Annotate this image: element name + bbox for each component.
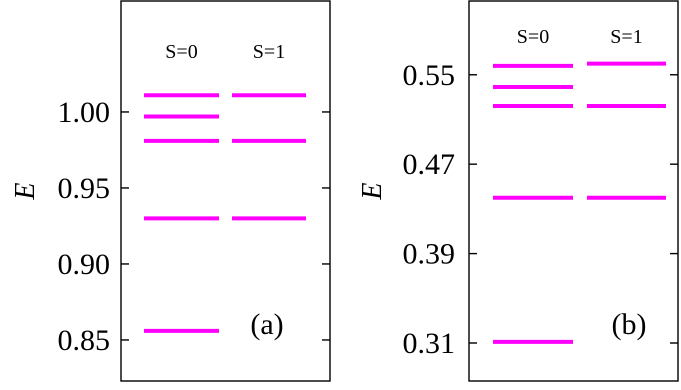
panel-a-column-label: S=0 <box>165 41 197 63</box>
panel-b-column-label: S=1 <box>610 26 642 48</box>
panel-a-ytick-label: 1.00 <box>58 96 111 129</box>
panel-a-column-label: S=1 <box>253 41 285 63</box>
panel-a-ytick-label: 0.85 <box>58 324 111 357</box>
panel-b-ytick-label: 0.47 <box>403 148 456 181</box>
panel-b-ytick-label: 0.55 <box>403 59 456 92</box>
panel-b-ylabel: E <box>357 182 388 200</box>
panel-b-ytick-label: 0.31 <box>403 327 456 360</box>
panel-a-ytick-label: 0.95 <box>58 172 111 205</box>
panel-b-column-label: S=0 <box>517 26 549 48</box>
panel-a-label: (a) <box>250 308 283 341</box>
panel-a-frame <box>120 0 331 382</box>
panel-b-ytick-label: 0.39 <box>403 238 456 271</box>
panel-b-frame <box>468 0 679 382</box>
panel-a-ytick-label: 0.90 <box>58 248 111 281</box>
panel-b-label: (b) <box>612 308 647 341</box>
panel-a-ylabel: E <box>10 182 41 200</box>
